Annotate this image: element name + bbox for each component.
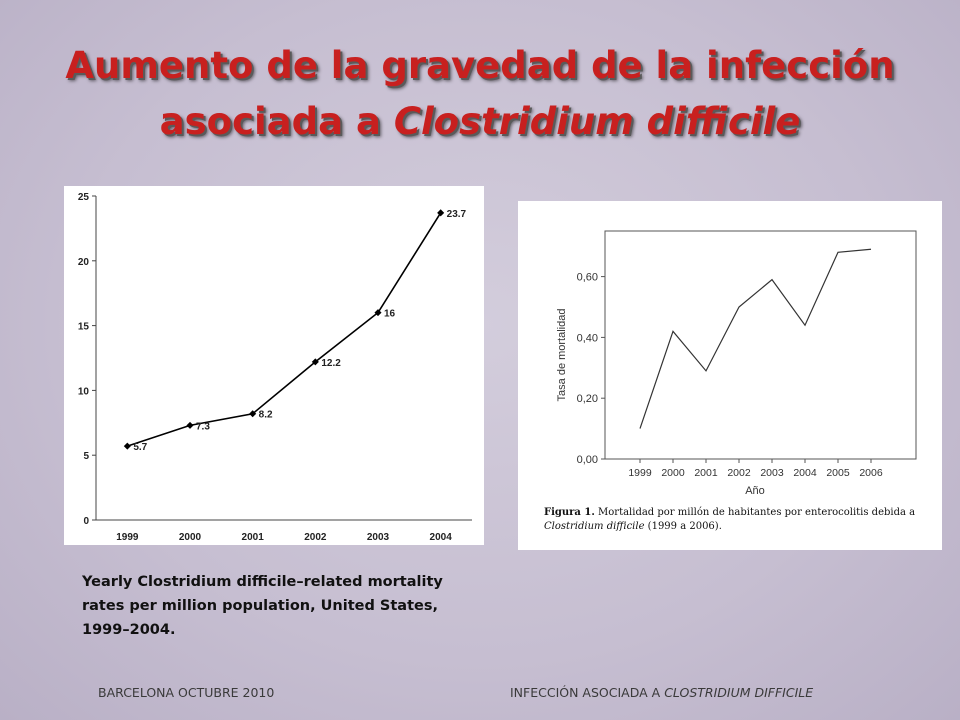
y-tick-label: 0,00 bbox=[577, 454, 598, 466]
x-tick-label: 2002 bbox=[304, 532, 327, 543]
series-line bbox=[127, 212, 442, 447]
data-label: 8.2 bbox=[259, 410, 273, 421]
spain-mortality-chart-panel: 0,00 0,20 0,40 0,60 1999 2000 2001 2002 2003 2004… bbox=[518, 201, 942, 550]
y-tick-label: 0,40 bbox=[577, 332, 598, 344]
data-label: 12.2 bbox=[321, 358, 341, 369]
x-tick-label: 2001 bbox=[694, 467, 718, 479]
x-tick-label: 2000 bbox=[179, 532, 202, 543]
y-tick-label: 5 bbox=[83, 451, 89, 462]
data-point bbox=[249, 410, 257, 418]
data-point bbox=[123, 442, 131, 450]
x-tick-label: 2006 bbox=[859, 467, 883, 479]
x-tick-label: 2004 bbox=[430, 532, 453, 543]
footer-left: BARCELONA OCTUBRE 2010 bbox=[98, 685, 275, 700]
title-line-2-italic: Clostridium difficile bbox=[393, 100, 801, 143]
x-tick-label: 2004 bbox=[793, 467, 817, 479]
figure-caption-suffix: (1999 a 2006). bbox=[644, 521, 722, 532]
x-tick-label: 2005 bbox=[826, 467, 850, 479]
footer-right-prefix: INFECCIÓN ASOCIADA A bbox=[510, 685, 665, 700]
figure-caption-label: Figura 1. bbox=[544, 507, 595, 518]
slide-title: Aumento de la gravedad de la infección a… bbox=[20, 38, 940, 150]
us-mortality-line-chart: 0 5 10 15 20 25 1999 2000 2001 2002 2003 2004 5.7 7.3… bbox=[78, 192, 472, 543]
figure-caption: Figura 1. Mortalidad por millón de habit… bbox=[544, 506, 924, 534]
x-tick-label: 2003 bbox=[367, 532, 390, 543]
x-tick-label: 2000 bbox=[661, 467, 685, 479]
plot-frame bbox=[604, 230, 917, 460]
y-tick-label: 20 bbox=[78, 257, 90, 268]
series-line bbox=[639, 248, 872, 429]
footer-right-italic: CLOSTRIDIUM DIFFICILE bbox=[664, 685, 814, 700]
footer-right: INFECCIÓN ASOCIADA A CLOSTRIDIUM DIFFICI… bbox=[510, 685, 813, 700]
spain-mortality-line-chart: 0,00 0,20 0,40 0,60 1999 2000 2001 2002 2003 2004… bbox=[556, 230, 917, 497]
y-tick-label: 0 bbox=[83, 516, 89, 527]
data-label: 7.3 bbox=[196, 421, 210, 432]
title-line-2: asociada a Clostridium difficile bbox=[20, 94, 940, 150]
us-chart-caption: Yearly Clostridium difficile–related mor… bbox=[82, 574, 443, 638]
y-tick-label: 0,60 bbox=[577, 272, 598, 284]
data-point bbox=[437, 209, 445, 217]
us-mortality-chart-panel: 0 5 10 15 20 25 1999 2000 2001 2002 2003 2004 5.7 7.3… bbox=[64, 186, 484, 545]
y-tick-label: 10 bbox=[78, 386, 90, 397]
x-tick-label: 2002 bbox=[727, 467, 751, 479]
x-axis-label: Año bbox=[745, 485, 765, 497]
y-tick-label: 25 bbox=[78, 192, 90, 203]
figure-caption-text: Mortalidad por millón de habitantes por … bbox=[594, 507, 916, 518]
data-point bbox=[311, 358, 319, 366]
x-tick-label: 2003 bbox=[760, 467, 784, 479]
title-line-2-prefix: asociada a bbox=[159, 100, 394, 143]
figure-caption-italic: Clostridium difficile bbox=[544, 521, 645, 532]
data-point bbox=[186, 421, 194, 429]
data-label: 5.7 bbox=[133, 442, 147, 453]
x-tick-label: 1999 bbox=[116, 532, 139, 543]
x-tick-label: 1999 bbox=[628, 467, 652, 479]
data-label: 23.7 bbox=[447, 209, 467, 220]
data-label: 16 bbox=[384, 309, 396, 320]
y-tick-label: 15 bbox=[78, 322, 90, 333]
y-axis-label: Tasa de mortalidad bbox=[556, 309, 568, 402]
y-tick-label: 0,20 bbox=[577, 393, 598, 405]
data-point bbox=[374, 309, 382, 317]
title-line-1: Aumento de la gravedad de la infección bbox=[65, 44, 895, 87]
x-tick-label: 2001 bbox=[242, 532, 265, 543]
